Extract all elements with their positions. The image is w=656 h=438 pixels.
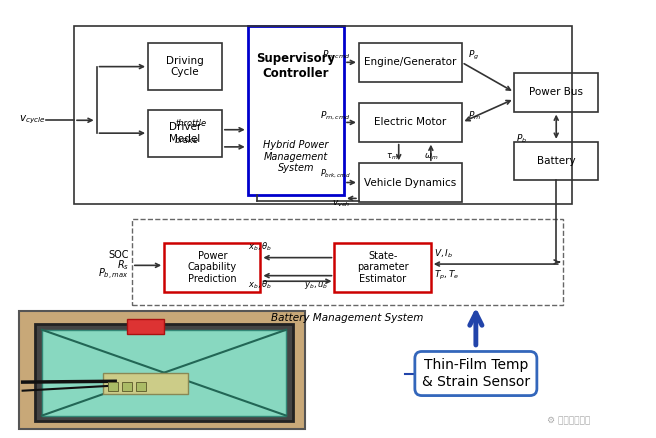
Text: ⚙ 汽车电子设计: ⚙ 汽车电子设计 xyxy=(548,416,590,425)
FancyBboxPatch shape xyxy=(359,43,462,81)
Text: $y_b,u_b$: $y_b,u_b$ xyxy=(304,280,328,291)
Text: $v_{veh}$: $v_{veh}$ xyxy=(332,198,350,209)
Text: Vehicle Dynamics: Vehicle Dynamics xyxy=(364,177,457,187)
Text: $P_{brk,cmd}$: $P_{brk,cmd}$ xyxy=(319,168,350,180)
Text: Engine/Generator: Engine/Generator xyxy=(364,57,457,67)
Text: State-
parameter
Estimator: State- parameter Estimator xyxy=(357,251,409,284)
FancyBboxPatch shape xyxy=(136,382,146,391)
Text: $P_{g,cmd}$: $P_{g,cmd}$ xyxy=(322,49,350,62)
Text: $v_{cycle}$: $v_{cycle}$ xyxy=(19,114,45,127)
FancyBboxPatch shape xyxy=(103,373,188,394)
FancyBboxPatch shape xyxy=(359,163,462,202)
Text: $P_g$: $P_g$ xyxy=(468,49,480,62)
Text: $P_{m,cmd}$: $P_{m,cmd}$ xyxy=(320,110,350,122)
FancyBboxPatch shape xyxy=(514,142,598,180)
Text: Supervisory
Controller: Supervisory Controller xyxy=(256,52,335,80)
FancyBboxPatch shape xyxy=(164,243,260,292)
Text: $\tau_m$: $\tau_m$ xyxy=(386,152,398,162)
FancyBboxPatch shape xyxy=(148,43,222,90)
Text: Battery: Battery xyxy=(537,156,575,166)
FancyBboxPatch shape xyxy=(108,382,118,391)
FancyBboxPatch shape xyxy=(122,382,132,391)
Text: $x_b,\theta_b$: $x_b,\theta_b$ xyxy=(249,278,272,291)
Text: Battery Management System: Battery Management System xyxy=(271,313,424,322)
Text: Electric Motor: Electric Motor xyxy=(374,117,447,127)
Text: $P_m$: $P_m$ xyxy=(468,110,482,122)
FancyBboxPatch shape xyxy=(148,110,222,157)
Text: $R_s$: $R_s$ xyxy=(117,258,129,272)
Text: Driving
Cycle: Driving Cycle xyxy=(166,56,204,78)
Text: Driver
Model: Driver Model xyxy=(169,122,201,144)
FancyBboxPatch shape xyxy=(127,319,164,334)
Text: brake: brake xyxy=(175,136,199,145)
Text: $x_b,\theta_b$: $x_b,\theta_b$ xyxy=(249,241,272,253)
FancyBboxPatch shape xyxy=(248,26,344,195)
Text: $\omega_m$: $\omega_m$ xyxy=(424,152,438,162)
FancyBboxPatch shape xyxy=(20,311,306,429)
FancyBboxPatch shape xyxy=(359,103,462,142)
Text: Power Bus: Power Bus xyxy=(529,87,583,97)
FancyBboxPatch shape xyxy=(335,243,431,292)
Text: $P_{b,max}$: $P_{b,max}$ xyxy=(98,267,129,283)
Text: $P_b$: $P_b$ xyxy=(516,133,527,145)
Text: Thin-Film Temp
& Strain Sensor: Thin-Film Temp & Strain Sensor xyxy=(422,358,530,389)
Text: $V, I_b$: $V, I_b$ xyxy=(434,247,453,260)
Text: Power
Capability
Prediction: Power Capability Prediction xyxy=(188,251,237,284)
Text: Hybrid Power
Management
System: Hybrid Power Management System xyxy=(263,140,329,173)
FancyBboxPatch shape xyxy=(42,330,286,416)
Text: $T_p, T_e$: $T_p, T_e$ xyxy=(434,269,460,282)
Text: throttle: throttle xyxy=(175,119,206,128)
FancyBboxPatch shape xyxy=(514,73,598,112)
FancyBboxPatch shape xyxy=(35,324,293,421)
Text: SOC: SOC xyxy=(108,251,129,261)
